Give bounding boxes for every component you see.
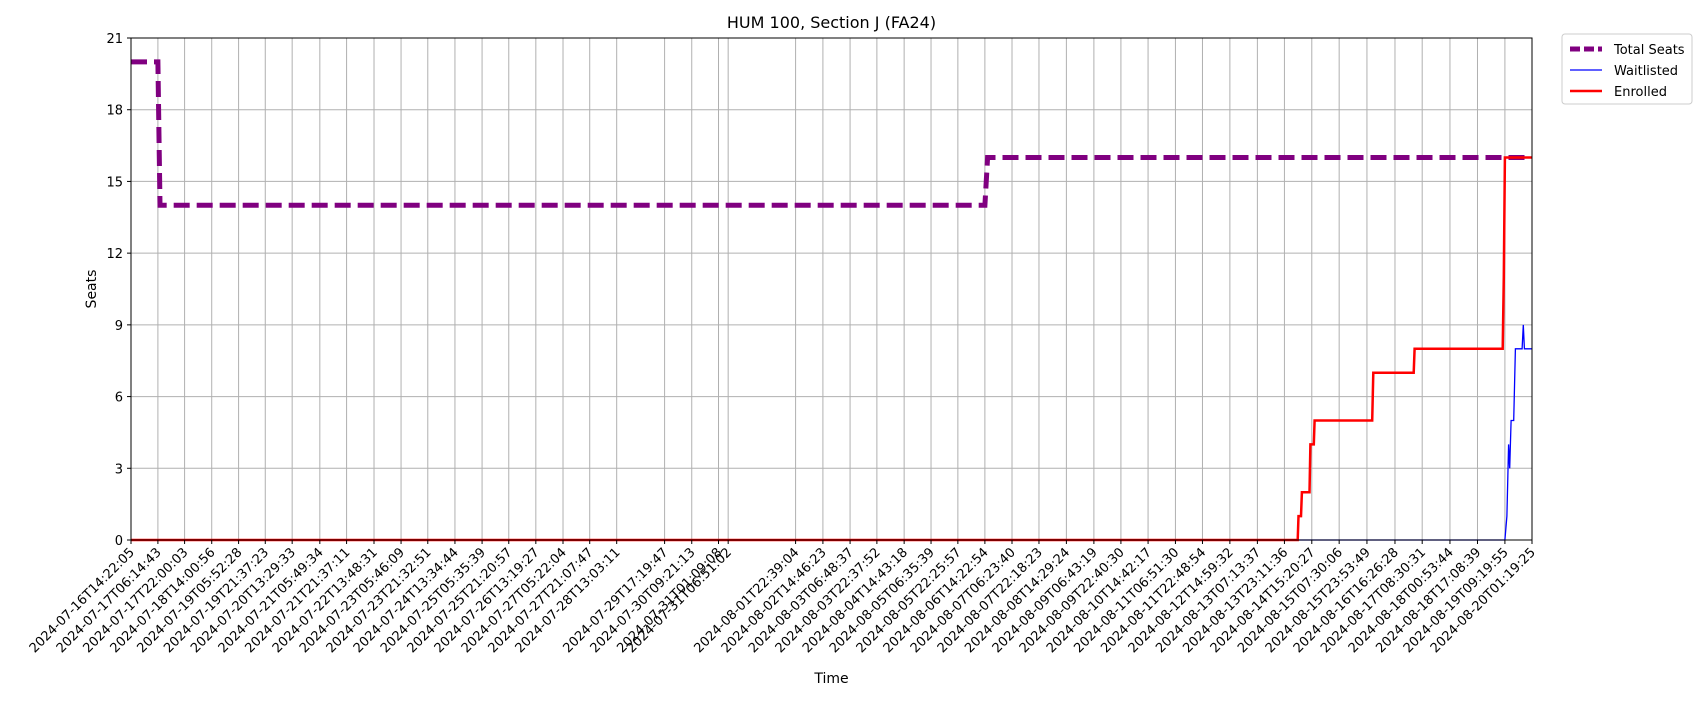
series-lines	[131, 59, 1532, 542]
y-tick-label: 18	[106, 104, 123, 119]
x-axis-ticks: 2024-07-16T14:22:052024-07-17T06:14:4320…	[27, 540, 1539, 656]
plot-frame	[130, 37, 1533, 541]
legend-label: Enrolled	[1614, 85, 1667, 100]
y-tick-label: 0	[115, 534, 123, 549]
legend: Total Seats Waitlisted Enrolled	[1561, 33, 1693, 105]
y-tick-label: 21	[106, 32, 123, 47]
legend-label: Total Seats	[1613, 43, 1685, 58]
y-tick-label: 3	[115, 462, 123, 477]
y-tick-label: 6	[115, 391, 123, 406]
y-tick-label: 15	[106, 175, 123, 190]
series-line-enrolled	[131, 156, 1532, 542]
x-axis-label: Time	[813, 671, 848, 687]
legend-box	[1561, 33, 1693, 105]
chart-title: HUM 100, Section J (FA24)	[727, 13, 936, 32]
y-axis-label: Seats	[84, 270, 100, 309]
y-tick-label: 12	[106, 247, 123, 262]
y-axis-ticks: 0 3 6 9 12 15 18 21	[106, 32, 131, 549]
series-line-total-seats	[131, 59, 1532, 208]
legend-label: Waitlisted	[1614, 64, 1678, 79]
grid-lines	[130, 37, 1533, 541]
series-line-waitlisted	[131, 324, 1532, 541]
y-tick-label: 9	[115, 319, 123, 334]
